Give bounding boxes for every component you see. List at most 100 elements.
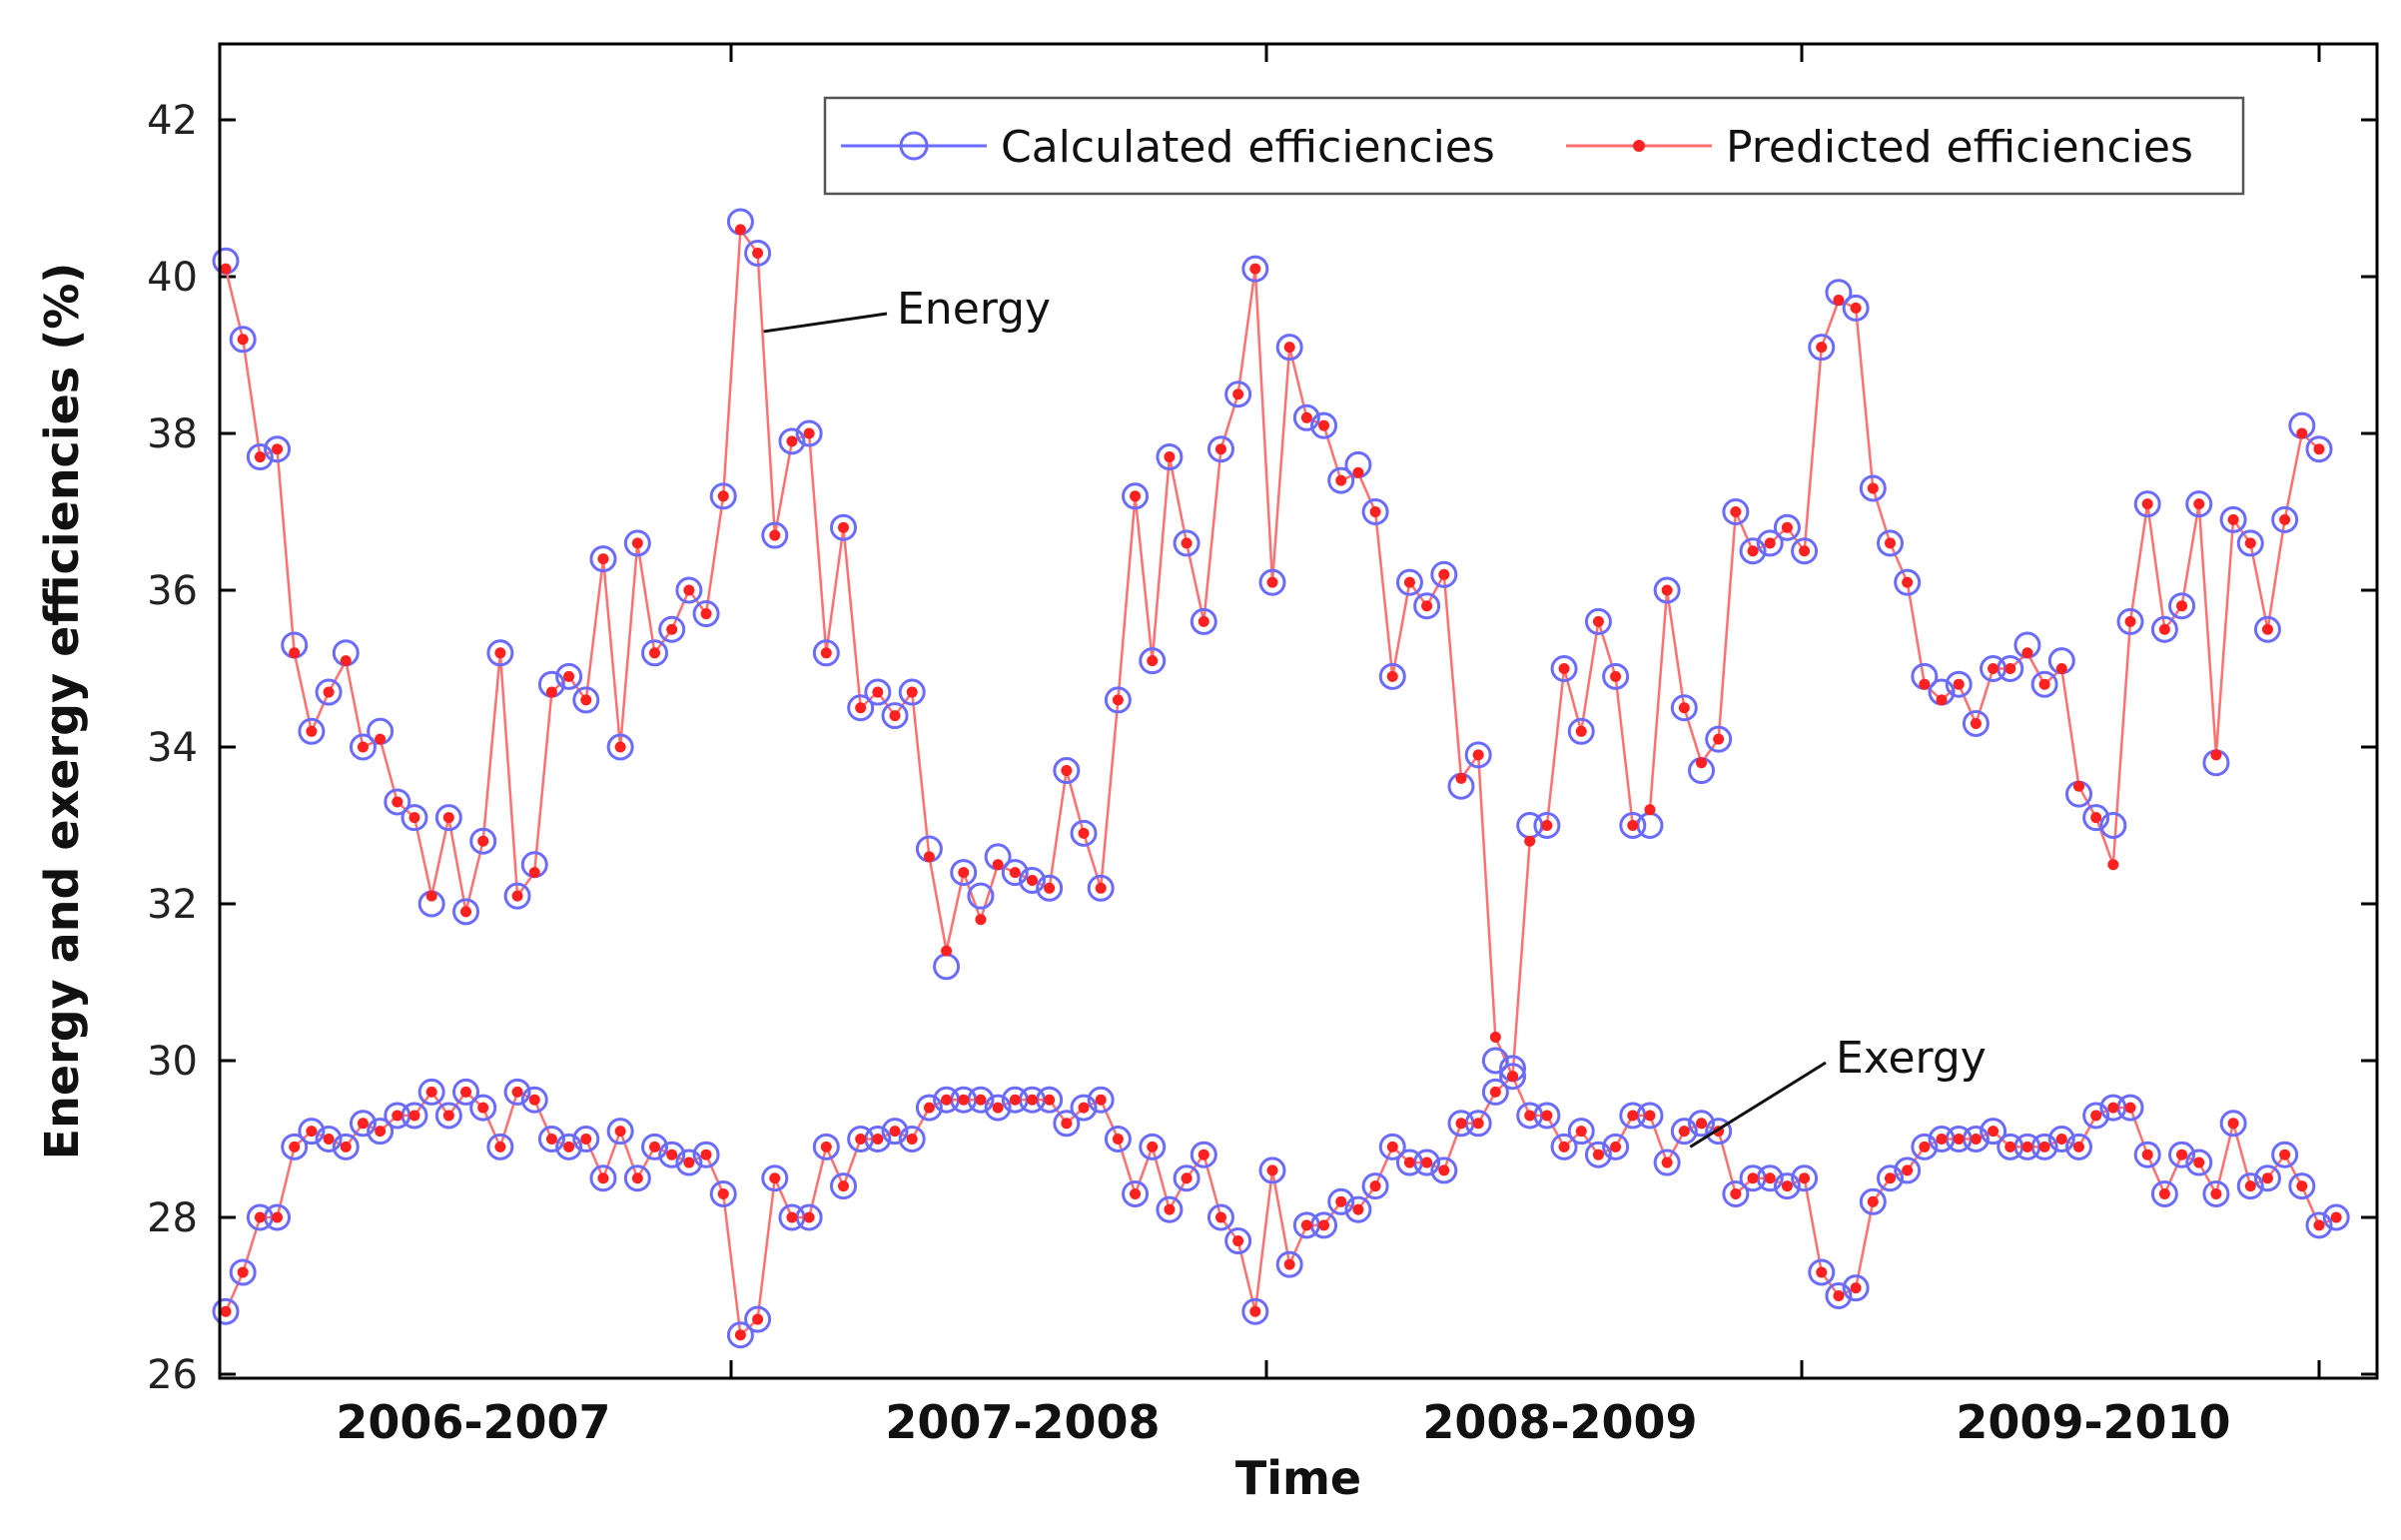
exergy-predicted-point	[545, 1134, 557, 1145]
energy-predicted-point	[1198, 615, 1209, 627]
exergy-calculated-point	[898, 1126, 926, 1153]
exergy-predicted-line	[224, 1074, 2337, 1338]
exergy-predicted-point	[1489, 1086, 1501, 1098]
exergy-predicted-point	[2107, 1102, 2119, 1114]
exergy-calculated-point	[1156, 1195, 1184, 1223]
exergy-predicted-point	[2244, 1180, 2256, 1192]
exergy-calculated-point	[1481, 1078, 1509, 1106]
energy-predicted-point	[1318, 419, 1330, 431]
legend-box	[823, 96, 2245, 196]
energy-calculated-point	[2168, 592, 2196, 620]
exergy-calculated-point	[1842, 1274, 1870, 1302]
energy-predicted-point	[408, 812, 420, 824]
exergy-predicted-point	[1902, 1164, 1914, 1176]
energy-predicted-point	[2055, 663, 2067, 674]
exergy-calculated-point	[692, 1141, 720, 1168]
exergy-predicted-point	[1988, 1126, 2000, 1138]
energy-predicted-point	[1352, 466, 1364, 478]
energy-predicted-point	[906, 686, 918, 698]
energy-predicted-point	[700, 608, 712, 620]
energy-calculated-point	[555, 662, 583, 690]
energy-predicted-point	[1867, 482, 1879, 494]
exergy-predicted-point	[1936, 1134, 1948, 1145]
exergy-calculated-point	[1104, 1126, 1132, 1153]
energy-calculated-point	[2030, 670, 2058, 698]
energy-predicted-point	[1130, 490, 1142, 502]
exergy-predicted-point	[1214, 1211, 1226, 1223]
energy-calculated-point	[606, 733, 634, 761]
energy-predicted-point	[958, 867, 970, 879]
exergy-predicted-point	[1369, 1180, 1381, 1192]
exergy-calculated-point	[1722, 1179, 1750, 1207]
energy-calculated-point	[812, 639, 840, 667]
exergy-calculated-point	[417, 1078, 445, 1106]
energy-calculated-point	[1087, 874, 1115, 902]
exergy-calculated-point	[520, 1086, 548, 1114]
exergy-calculated-point	[1859, 1187, 1887, 1215]
exergy-predicted-point	[1438, 1164, 1450, 1176]
exergy-calculated-point	[881, 1118, 909, 1146]
energy-calculated-point	[795, 419, 823, 447]
energy-calculated-point	[486, 639, 514, 667]
energy-predicted-point	[1696, 757, 1708, 769]
energy-calculated-point	[264, 435, 292, 463]
exergy-calculated-point	[1327, 1187, 1355, 1215]
energy-predicted-point	[1541, 820, 1553, 831]
energy-predicted-point	[666, 623, 678, 635]
energy-calculated-point	[1413, 592, 1441, 620]
exergy-calculated-point	[212, 1297, 240, 1325]
energy-predicted-point	[1266, 576, 1278, 588]
exergy-predicted-point	[666, 1149, 678, 1160]
exergy-calculated-point	[1139, 1133, 1167, 1160]
exergy-predicted-point	[1112, 1134, 1124, 1145]
energy-predicted-point	[1421, 600, 1433, 612]
exergy-predicted-point	[2090, 1110, 2102, 1122]
energy-predicted-point	[803, 427, 815, 439]
energy-predicted-point	[1181, 537, 1193, 549]
exergy-predicted-point	[889, 1126, 901, 1138]
exergy-calculated-point	[829, 1172, 857, 1200]
exergy-calculated-point	[555, 1133, 583, 1160]
energy-predicted-point	[786, 435, 798, 447]
exergy-calculated-point	[1430, 1156, 1458, 1184]
energy-predicted-point	[2313, 443, 2325, 455]
exergy-predicted-point	[2261, 1172, 2273, 1184]
exergy-predicted-point	[289, 1141, 301, 1153]
exergy-predicted-point	[1249, 1305, 1261, 1317]
energy-predicted-point	[1214, 443, 1226, 455]
exergy-predicted-point	[769, 1172, 781, 1184]
energy-predicted-point	[323, 686, 335, 698]
exergy-predicted-point	[1009, 1094, 1021, 1106]
exergy-calculated-point	[984, 1094, 1012, 1122]
exergy-predicted-point	[1781, 1180, 1793, 1192]
energy-calculated-point	[2219, 505, 2247, 533]
exergy-calculated-point	[2305, 1211, 2333, 1239]
energy-calculated-point	[1859, 474, 1887, 502]
exergy-calculated-point	[2236, 1172, 2264, 1200]
exergy-predicted-point	[1627, 1110, 1639, 1122]
energy-calculated-point	[1653, 576, 1681, 604]
exergy-calculated-point	[1808, 1258, 1836, 1286]
exergy-predicted-point	[2296, 1180, 2308, 1192]
energy-calculated-point	[434, 804, 462, 832]
energy-calculated-point	[692, 600, 720, 628]
x-period-label-2007-2008: 2007-2008	[885, 1395, 1160, 1449]
energy-predicted-point	[477, 835, 489, 847]
exergy-predicted-point	[392, 1110, 403, 1122]
exergy-predicted-point	[1799, 1172, 1811, 1184]
x-axis-period-labels: 2006-2007 2007-2008 2008-2009 2009-2010	[336, 44, 2321, 1449]
exergy-predicted-point	[717, 1187, 729, 1199]
exergy-calculated-point	[1825, 1282, 1853, 1309]
energy-calculated-point	[1378, 662, 1406, 690]
exergy-calculated-point	[1087, 1086, 1115, 1114]
exergy-calculated-point	[744, 1305, 772, 1333]
energy-predicted-point	[889, 710, 901, 722]
energy-predicted-point	[2038, 678, 2050, 690]
energy-calculated-point	[1139, 647, 1167, 675]
energy-predicted-point	[494, 647, 506, 659]
energy-predicted-point	[237, 334, 249, 346]
energy-predicted-point	[923, 851, 935, 863]
exergy-predicted-point	[597, 1172, 609, 1184]
energy-calculated-point	[1258, 568, 1286, 596]
energy-calculated-point	[572, 686, 600, 714]
